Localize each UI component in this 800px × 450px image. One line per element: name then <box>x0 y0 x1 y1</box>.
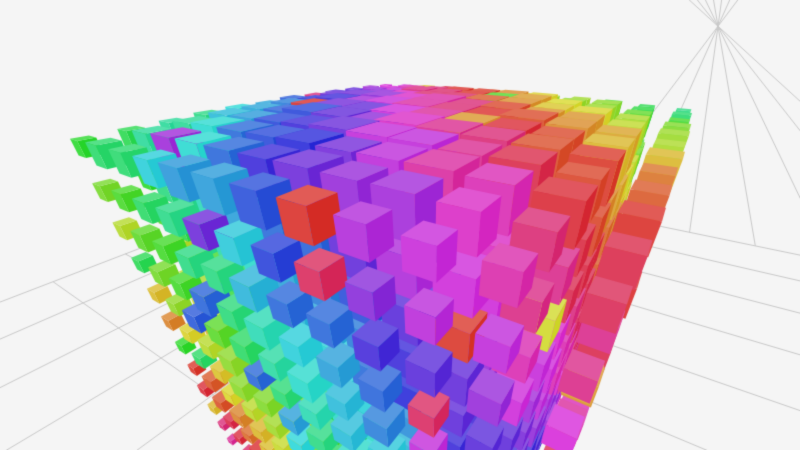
scene-canvas[interactable] <box>0 0 800 450</box>
viewport-3d[interactable] <box>0 0 800 450</box>
